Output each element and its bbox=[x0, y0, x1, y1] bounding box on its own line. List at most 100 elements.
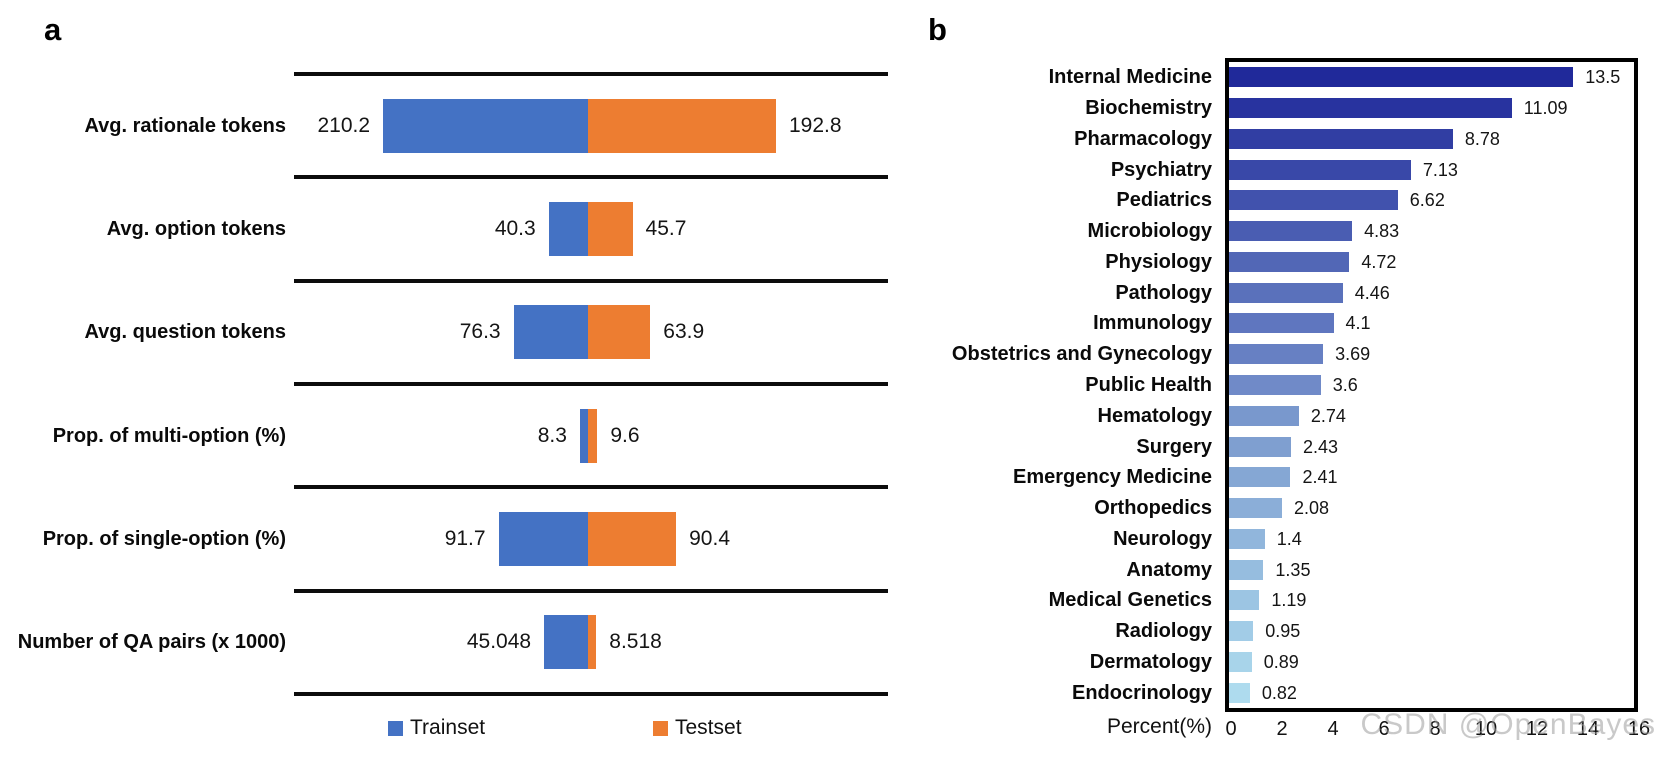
category-label: Avg. rationale tokens bbox=[84, 114, 286, 137]
bar-value-label: 2.08 bbox=[1294, 498, 1330, 519]
bar-value-label: 1.19 bbox=[1271, 590, 1307, 611]
category-label: Obstetrics and Gynecology bbox=[951, 343, 1212, 366]
testset-value-label: 9.6 bbox=[610, 423, 640, 447]
category-label: Endocrinology bbox=[1072, 681, 1212, 704]
testset-bar bbox=[588, 98, 776, 153]
category-label: Radiology bbox=[1115, 620, 1212, 643]
specialty-bar bbox=[1229, 590, 1260, 611]
legend-label-testset: Testset bbox=[675, 716, 742, 739]
x-axis-tick-label: 4 bbox=[1327, 718, 1339, 740]
specialty-bar bbox=[1229, 282, 1343, 303]
category-label: Pediatrics bbox=[1116, 189, 1212, 212]
bar-value-label: 4.46 bbox=[1354, 282, 1390, 303]
trainset-bar bbox=[544, 615, 588, 670]
specialty-bar bbox=[1229, 67, 1574, 88]
legend-item-testset: Testset bbox=[653, 716, 742, 740]
specialty-bar bbox=[1229, 159, 1411, 180]
panel-a-letter: a bbox=[44, 12, 62, 47]
row-separator-line bbox=[294, 588, 888, 593]
bar-value-label: 2.43 bbox=[1302, 436, 1338, 457]
category-label: Surgery bbox=[1136, 435, 1212, 458]
row-separator-line bbox=[294, 382, 888, 386]
testset-value-label: 8.518 bbox=[609, 630, 662, 654]
bar-value-label: 13.5 bbox=[1585, 67, 1621, 88]
testset-swatch-icon bbox=[653, 720, 668, 736]
bar-value-label: 0.82 bbox=[1261, 682, 1297, 703]
specialty-bar bbox=[1229, 498, 1283, 519]
testset-value-label: 192.8 bbox=[788, 113, 842, 137]
category-label: Avg. option tokens bbox=[106, 218, 286, 240]
x-axis-tick-label: 8 bbox=[1429, 718, 1441, 740]
legend-label-trainset: Trainset bbox=[410, 716, 486, 739]
category-label: Pharmacology bbox=[1074, 127, 1212, 150]
trainset-bar bbox=[383, 98, 588, 153]
testset-value-label: 90.4 bbox=[689, 527, 730, 550]
category-label: Orthopedics bbox=[1094, 497, 1212, 520]
bar-value-label: 3.6 bbox=[1332, 375, 1358, 395]
category-label: Emergency Medicine bbox=[1013, 466, 1212, 489]
category-label: Prop. of multi-option (%) bbox=[52, 424, 286, 447]
testset-bar bbox=[588, 202, 633, 256]
specialty-bar bbox=[1229, 405, 1299, 426]
trainset-value-label: 91.7 bbox=[444, 527, 486, 550]
category-label: Psychiatry bbox=[1110, 158, 1212, 181]
panel-b-letter: b bbox=[928, 12, 947, 47]
trainset-value-label: 76.3 bbox=[459, 320, 501, 344]
category-label: Anatomy bbox=[1126, 558, 1212, 581]
row-separator-line bbox=[294, 175, 888, 180]
bar-value-label: 4.1 bbox=[1345, 313, 1371, 334]
bar-value-label: 8.78 bbox=[1464, 128, 1500, 149]
specialty-bar bbox=[1229, 559, 1264, 580]
bar-value-label: 0.95 bbox=[1265, 621, 1301, 642]
x-axis-tick-label: 6 bbox=[1378, 718, 1390, 740]
bar-value-label: 6.62 bbox=[1409, 190, 1445, 211]
specialty-bar bbox=[1229, 190, 1398, 211]
category-label: Neurology bbox=[1113, 527, 1212, 550]
category-label: Number of QA pairs (x 1000) bbox=[17, 631, 286, 654]
trainset-bar bbox=[548, 202, 588, 256]
trainset-swatch-icon bbox=[388, 720, 403, 736]
bar-value-label: 2.74 bbox=[1310, 405, 1346, 426]
specialty-bar bbox=[1229, 344, 1324, 365]
specialty-bar bbox=[1229, 98, 1512, 119]
x-axis-tick-label: 2 bbox=[1276, 718, 1288, 740]
bar-value-label: 4.83 bbox=[1364, 221, 1400, 242]
testset-bar bbox=[588, 615, 597, 670]
specialty-bar bbox=[1229, 221, 1353, 242]
testset-value-label: 63.9 bbox=[663, 320, 705, 344]
row-separator-line bbox=[294, 485, 888, 490]
category-label: Internal Medicine bbox=[1048, 66, 1212, 89]
category-label: Dermatology bbox=[1089, 650, 1212, 673]
category-label: Hematology bbox=[1097, 404, 1212, 427]
testset-bar bbox=[588, 305, 651, 360]
category-label: Immunology bbox=[1093, 312, 1212, 335]
specialty-bar bbox=[1229, 313, 1334, 334]
row-separator-line bbox=[294, 692, 888, 696]
category-label: Pathology bbox=[1115, 281, 1212, 304]
category-label: Medical Genetics bbox=[1048, 589, 1212, 612]
bar-value-label: 1.35 bbox=[1275, 559, 1311, 580]
testset-bar bbox=[588, 512, 677, 566]
specialty-bar bbox=[1229, 621, 1254, 642]
panel-b-plot-border bbox=[1225, 58, 1638, 712]
trainset-bar bbox=[513, 305, 588, 360]
row-separator-line bbox=[294, 72, 888, 76]
specialty-bar bbox=[1229, 375, 1321, 395]
trainset-value-label: 40.3 bbox=[494, 217, 536, 240]
category-label: Avg. question tokens bbox=[84, 321, 286, 344]
specialty-bar bbox=[1229, 467, 1291, 488]
specialty-bar bbox=[1229, 436, 1291, 457]
x-axis-tick-label: 10 bbox=[1474, 718, 1498, 740]
trainset-value-label: 8.3 bbox=[537, 423, 567, 447]
category-label: Physiology bbox=[1105, 250, 1212, 273]
specialty-bar bbox=[1229, 682, 1250, 703]
legend-item-trainset: Trainset bbox=[388, 716, 485, 740]
bar-value-label: 4.72 bbox=[1361, 251, 1397, 272]
bar-value-label: 2.41 bbox=[1302, 467, 1338, 488]
specialty-bar bbox=[1229, 251, 1350, 272]
x-axis-tick-label: 12 bbox=[1525, 718, 1549, 740]
category-label: Biochemistry bbox=[1085, 97, 1212, 120]
bar-value-label: 11.09 bbox=[1523, 98, 1568, 119]
bar-value-label: 0.89 bbox=[1263, 651, 1299, 672]
